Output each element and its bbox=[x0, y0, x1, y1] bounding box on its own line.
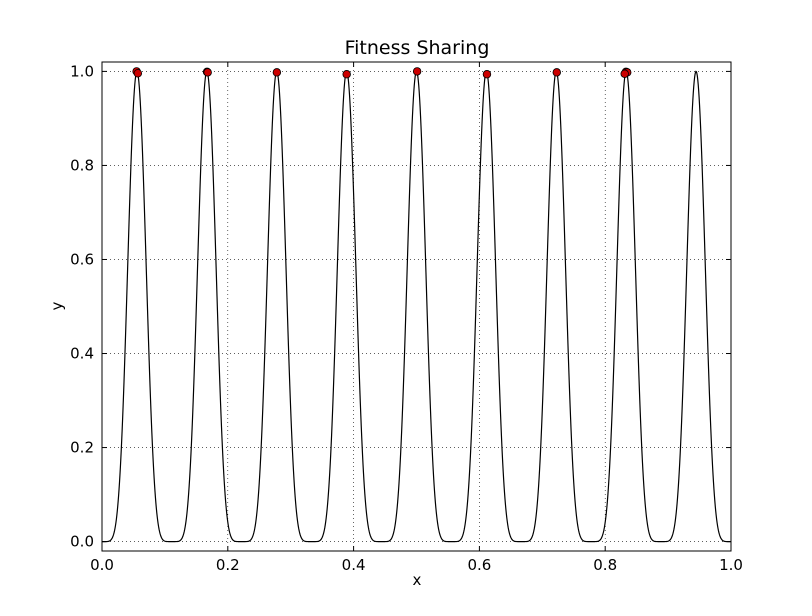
plot-frame bbox=[101, 61, 732, 552]
x-tick-label: 0.0 bbox=[90, 556, 114, 574]
x-axis-label: x bbox=[413, 571, 422, 589]
population-point bbox=[552, 68, 561, 77]
x-tick-label: 0.4 bbox=[342, 556, 366, 574]
y-tick-label: 0.6 bbox=[70, 250, 94, 268]
population-point bbox=[203, 68, 212, 77]
y-axis-label: y bbox=[48, 301, 66, 310]
population-point bbox=[412, 67, 422, 76]
population-point bbox=[482, 70, 492, 79]
x-tick-label: 0.2 bbox=[216, 556, 240, 574]
y-tick-label: 0.0 bbox=[70, 533, 94, 551]
y-tick-label: 0.8 bbox=[70, 156, 94, 174]
axis-ticks: 0.0 0.2 0.4 0.6 0.8 1.0 0.0 0.2 0.4 0.6 0.8 1.0 bbox=[70, 62, 743, 574]
fitness-curve bbox=[102, 70, 731, 543]
population-point bbox=[620, 69, 629, 78]
x-tick-label: 0.8 bbox=[593, 556, 617, 574]
population-point bbox=[272, 68, 282, 77]
x-tick-label: 1.0 bbox=[719, 556, 743, 574]
x-tick-label: 0.6 bbox=[467, 556, 491, 574]
y-tick-label: 0.2 bbox=[70, 439, 94, 457]
population-points bbox=[132, 67, 632, 79]
y-tick-label: 0.4 bbox=[70, 345, 94, 363]
chart-title: Fitness Sharing bbox=[345, 37, 490, 59]
population-point bbox=[342, 70, 351, 79]
population-point bbox=[133, 69, 143, 78]
y-tick-label: 1.0 bbox=[70, 62, 94, 80]
fitness-curve-line bbox=[102, 70, 731, 543]
